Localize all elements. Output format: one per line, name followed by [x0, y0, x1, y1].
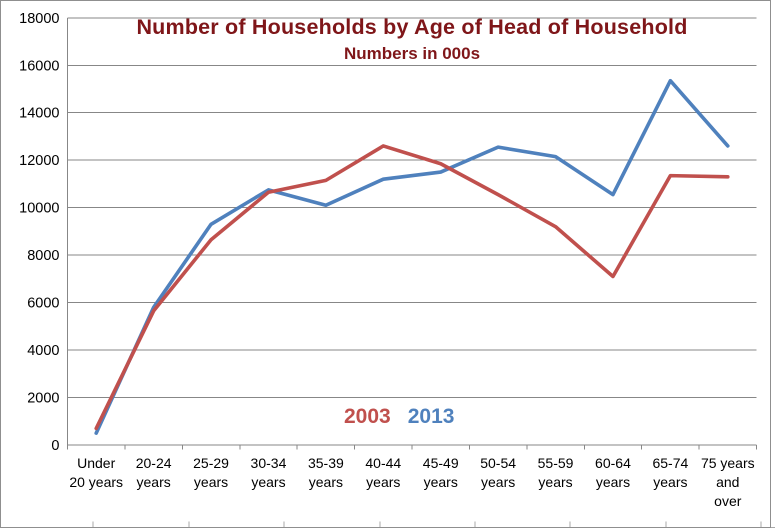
- y-axis-tick-label: 18000: [19, 11, 59, 27]
- y-axis-tick-label: 2000: [27, 391, 59, 407]
- chart-title: Number of Households by Age of Head of H…: [136, 15, 688, 39]
- x-axis-label: Under 20 years: [69, 455, 123, 490]
- legend-entry-2003: 2003: [344, 405, 391, 428]
- x-axis-label: 55-59 years: [538, 455, 574, 490]
- x-axis-label: 65-74 years: [652, 455, 688, 490]
- x-axis-label: 75 years and over: [701, 455, 755, 509]
- y-axis-tick-label: 6000: [27, 296, 59, 312]
- x-axis-label: 30-34 years: [251, 455, 287, 490]
- x-axis-label: 20-24 years: [136, 455, 172, 490]
- y-axis-tick-label: 10000: [19, 201, 59, 217]
- y-axis-tick-label: 4000: [27, 343, 59, 359]
- x-axis-label: 35-39 years: [308, 455, 344, 490]
- series-line-2003: [94, 144, 730, 431]
- x-axis-label: 50-54 years: [480, 455, 516, 490]
- y-axis-tick-label: 12000: [19, 153, 59, 169]
- series-line-2013: [94, 78, 730, 435]
- chart-subtitle: Numbers in 000s: [343, 44, 481, 63]
- legend-entry-2013: 2013: [407, 405, 455, 428]
- y-axis-tick-label: 14000: [19, 106, 59, 122]
- x-axis-label: 25-29 years: [193, 455, 229, 490]
- x-axis-label: 45-49 years: [423, 455, 459, 490]
- legend: 2003 2013: [344, 405, 454, 429]
- x-axis-label: 40-44 years: [365, 455, 401, 490]
- x-axis-label: 60-64 years: [595, 455, 631, 490]
- y-axis-tick-label: 8000: [27, 248, 59, 264]
- y-axis-tick-label: 16000: [19, 58, 59, 74]
- y-axis-tick-label: 0: [51, 438, 59, 454]
